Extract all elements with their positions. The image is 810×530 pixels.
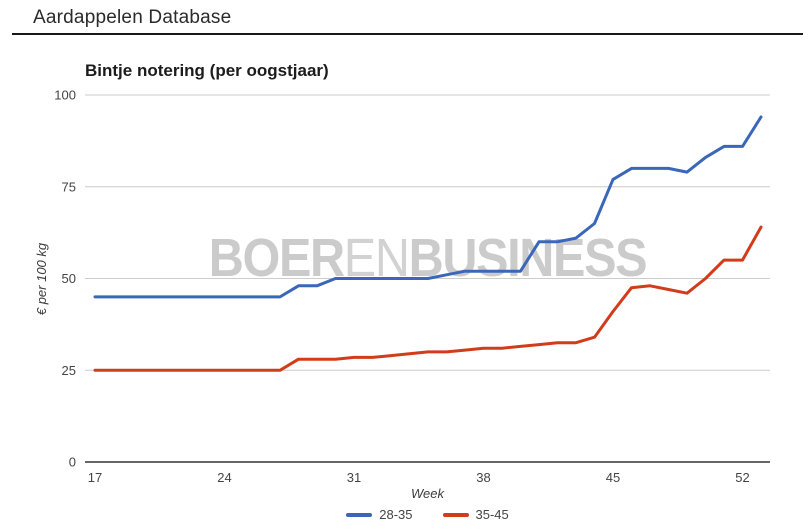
x-tick-label-38: 38: [476, 470, 490, 485]
x-tick-label-45: 45: [606, 470, 620, 485]
x-tick-label-31: 31: [347, 470, 361, 485]
y-tick-label-100: 100: [54, 88, 76, 103]
legend-item-35-45[interactable]: 35-45: [442, 507, 509, 522]
y-tick-label-75: 75: [62, 179, 76, 194]
legend-label-35-45: 35-45: [475, 507, 509, 522]
watermark-light: EN: [343, 228, 410, 288]
x-tick-label-52: 52: [735, 470, 749, 485]
y-tick-label-0: 0: [69, 455, 76, 470]
series-line-28-35[interactable]: [93, 115, 763, 299]
y-tick-label-25: 25: [62, 363, 76, 378]
header-divider: [12, 33, 803, 35]
chart-legend: 28-35 35-45: [85, 507, 770, 522]
y-axis-title: € per 100 kg: [34, 242, 49, 315]
legend-label-28-35: 28-35: [379, 507, 413, 522]
watermark-logo: BOERENBUSINESS: [119, 231, 736, 285]
x-tick-label-17: 17: [88, 470, 102, 485]
x-tick-label-24: 24: [217, 470, 231, 485]
legend-swatch-35-45: [442, 512, 469, 517]
y-tick-label-50: 50: [62, 271, 76, 286]
watermark-bold-1: BOER: [208, 228, 345, 288]
series-line-35-45[interactable]: [93, 225, 763, 372]
legend-item-28-35[interactable]: 28-35: [346, 507, 413, 522]
chart-title: Bintje notering (per oogstjaar): [85, 61, 329, 80]
legend-swatch-28-35: [346, 512, 373, 517]
app-title: Aardappelen Database: [33, 7, 232, 28]
x-axis-title: Week: [411, 486, 445, 501]
